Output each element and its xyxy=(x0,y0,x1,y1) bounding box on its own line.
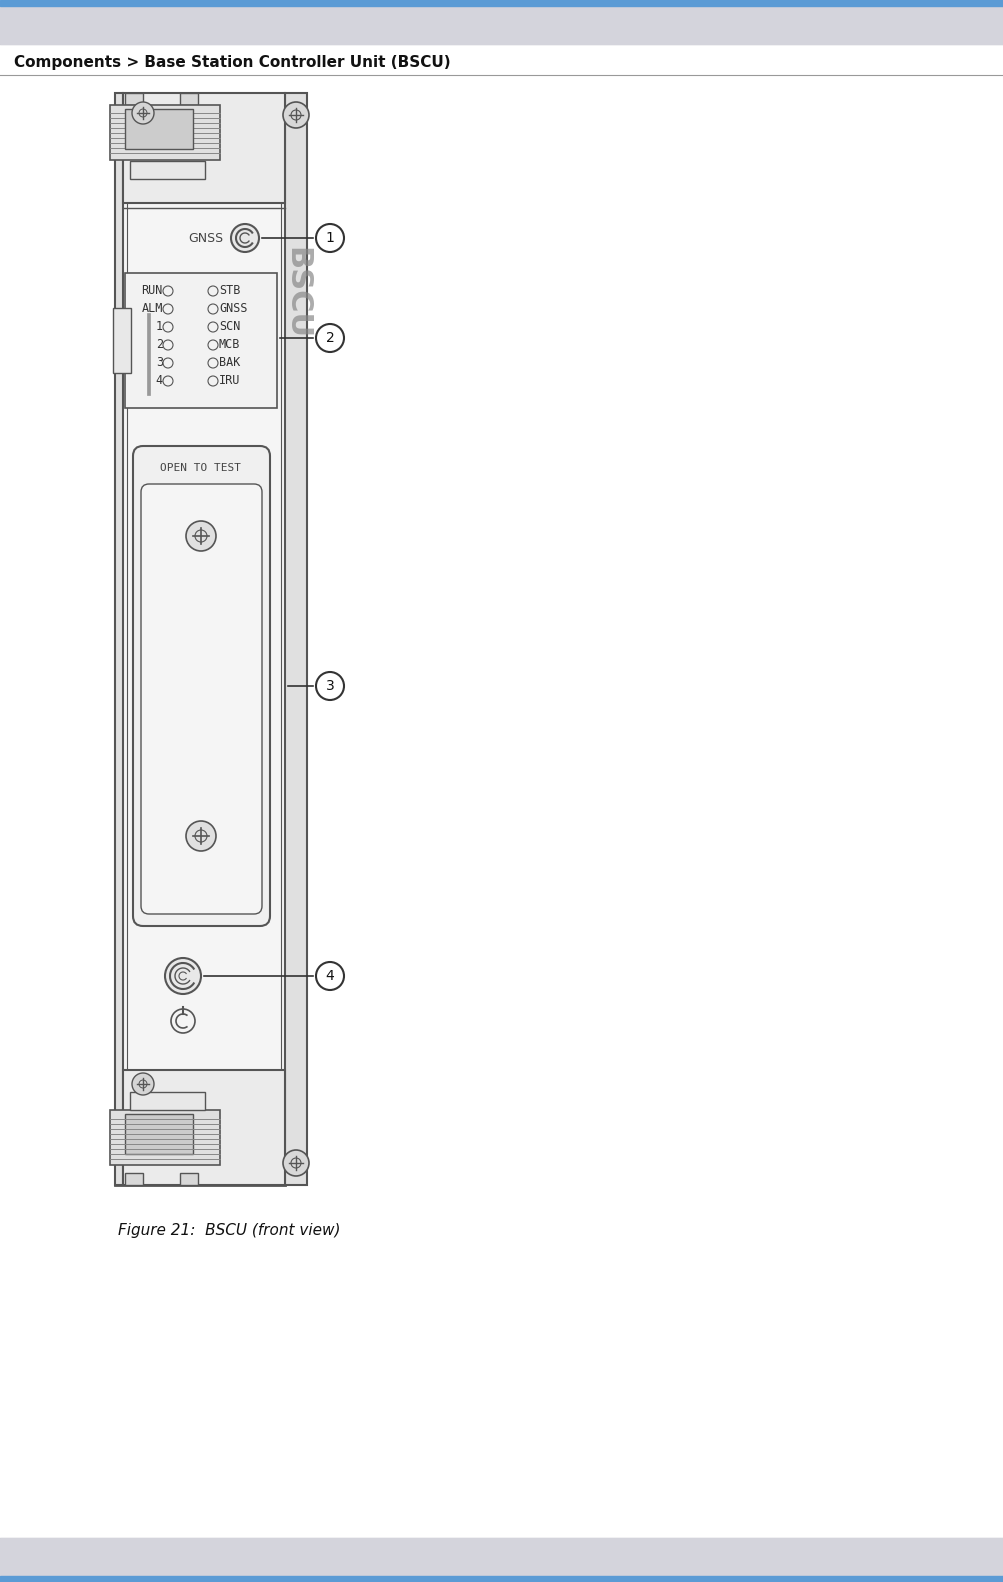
Text: 1: 1 xyxy=(325,231,334,245)
Text: 4: 4 xyxy=(325,970,334,982)
Bar xyxy=(0,0,1003,6)
Circle shape xyxy=(316,324,344,353)
Bar xyxy=(0,1538,1003,1576)
Circle shape xyxy=(186,520,216,551)
Text: GNSS: GNSS xyxy=(219,302,248,315)
Bar xyxy=(115,93,285,1185)
Circle shape xyxy=(231,225,259,252)
Bar xyxy=(129,1092,205,1111)
Bar xyxy=(129,161,205,179)
Bar xyxy=(123,1069,285,1185)
Bar xyxy=(110,1111,220,1164)
Bar xyxy=(125,274,277,408)
Text: MCB: MCB xyxy=(219,339,240,351)
Circle shape xyxy=(131,1073,153,1095)
Bar xyxy=(125,93,142,104)
Bar xyxy=(146,313,149,396)
Circle shape xyxy=(283,101,309,128)
Text: 1: 1 xyxy=(155,321,162,334)
Bar xyxy=(0,6,1003,44)
Text: ALM: ALM xyxy=(141,302,162,315)
Text: RUN: RUN xyxy=(141,285,162,297)
Text: SCN: SCN xyxy=(219,321,240,334)
Text: IRU: IRU xyxy=(219,375,240,388)
Text: 2: 2 xyxy=(325,331,334,345)
Bar xyxy=(115,93,123,1185)
Text: BAK: BAK xyxy=(219,356,240,370)
Text: Operation Manual 90DIBR5flexibleTxOM02 - 1.2: Operation Manual 90DIBR5flexibleTxOM02 -… xyxy=(580,1549,989,1565)
Text: 4: 4 xyxy=(155,375,162,388)
Text: BSCU: BSCU xyxy=(282,247,311,339)
Circle shape xyxy=(316,962,344,990)
FancyBboxPatch shape xyxy=(132,446,270,925)
Bar xyxy=(180,1172,198,1185)
Bar xyxy=(180,93,198,104)
FancyBboxPatch shape xyxy=(140,484,262,914)
Bar xyxy=(125,1114,193,1153)
Bar xyxy=(113,308,130,373)
Text: OPEN TO TEST: OPEN TO TEST xyxy=(160,464,242,473)
Text: CHU: CHU xyxy=(117,331,126,348)
Bar xyxy=(126,97,281,1182)
Circle shape xyxy=(164,959,201,993)
Circle shape xyxy=(186,821,216,851)
Circle shape xyxy=(131,101,153,123)
Bar xyxy=(125,1172,142,1185)
Text: GNSS: GNSS xyxy=(188,231,223,245)
Bar xyxy=(110,104,220,160)
Circle shape xyxy=(316,672,344,699)
Text: STB: STB xyxy=(219,285,240,297)
Text: 3: 3 xyxy=(155,356,162,370)
Text: Components > Base Station Controller Unit (BSCU): Components > Base Station Controller Uni… xyxy=(14,54,450,70)
Bar xyxy=(123,93,285,202)
Circle shape xyxy=(316,225,344,252)
Text: 3: 3 xyxy=(325,679,334,693)
Text: Product description: Product description xyxy=(14,17,183,33)
Text: Figure 21:  BSCU (front view): Figure 21: BSCU (front view) xyxy=(118,1223,340,1237)
Text: 2: 2 xyxy=(155,339,162,351)
Text: DIB-R5 flexibleTx: DIB-R5 flexibleTx xyxy=(842,17,989,33)
Bar xyxy=(285,93,307,1185)
Bar xyxy=(0,1576,1003,1582)
Bar xyxy=(125,109,193,149)
Circle shape xyxy=(283,1150,309,1175)
Text: 48: 48 xyxy=(14,1549,35,1565)
